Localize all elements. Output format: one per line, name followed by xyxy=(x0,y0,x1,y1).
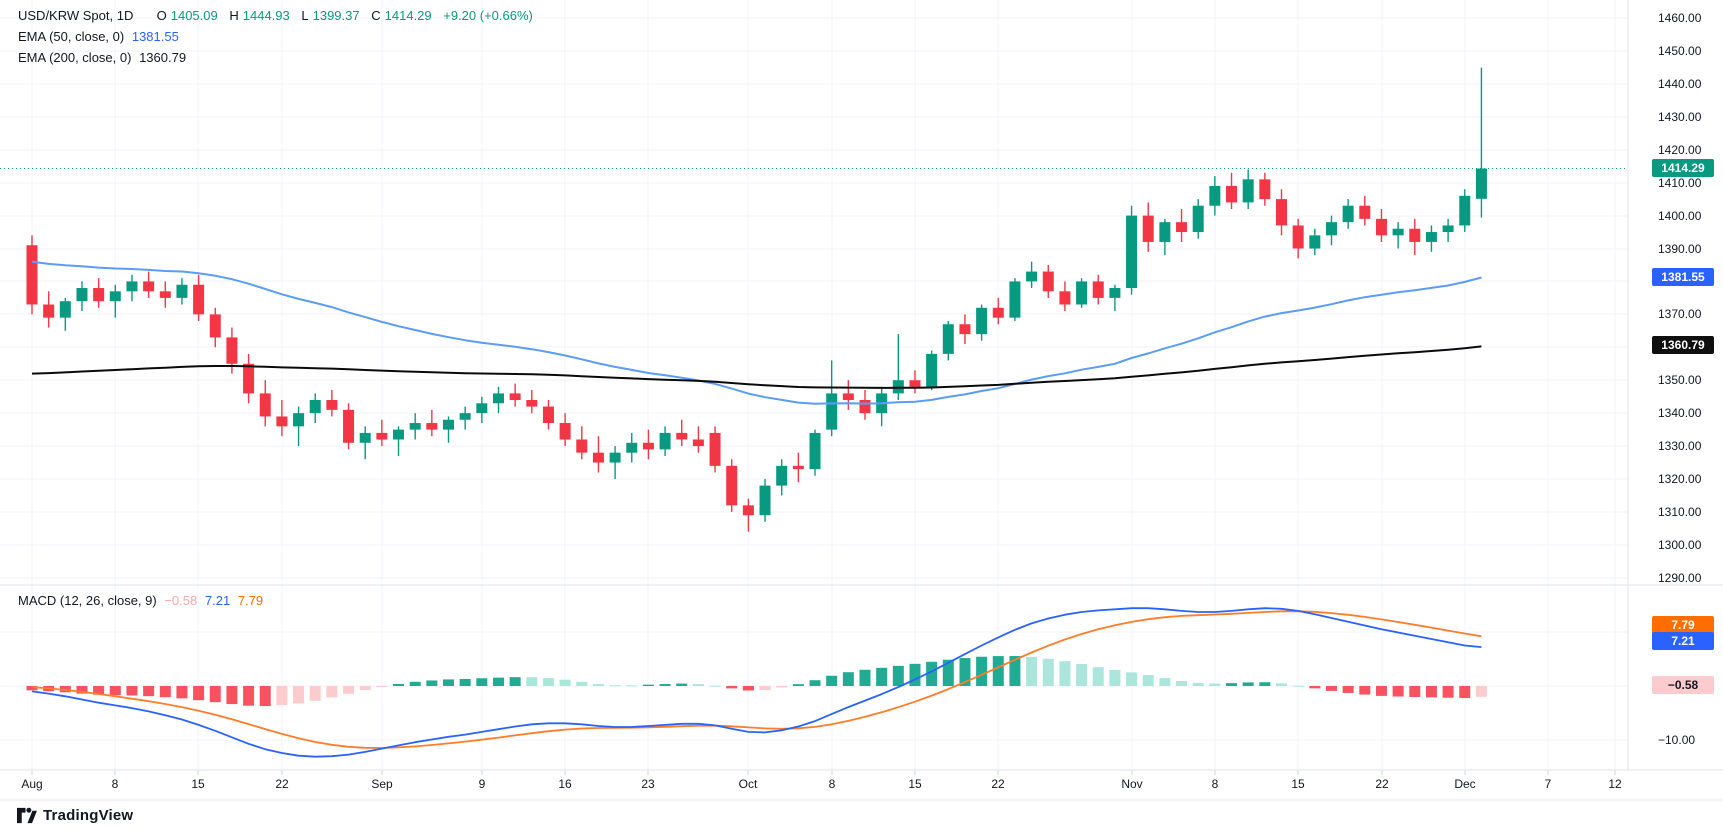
candles-layer xyxy=(26,67,1487,532)
ema200-legend[interactable]: EMA (200, close, 0) 1360.79 xyxy=(18,50,190,65)
ema50-legend[interactable]: EMA (50, close, 0) 1381.55 xyxy=(18,29,183,44)
macd-legend[interactable]: MACD (12, 26, close, 9) −0.58 7.21 7.79 xyxy=(18,593,267,608)
ohlc-open: O 1405.09 xyxy=(156,8,218,23)
ema200-value: 1360.79 xyxy=(139,50,187,65)
ema50-value: 1381.55 xyxy=(131,29,179,44)
tradingview-logo-text: TradingView xyxy=(43,807,134,824)
ema200-line xyxy=(31,345,1482,389)
ema50-label: EMA (50, close, 0) xyxy=(18,29,125,44)
macd-line-value: 7.21 xyxy=(204,593,231,608)
price-axis-scale[interactable] xyxy=(1628,0,1723,770)
change-value: +9.20 (+0.66%) xyxy=(443,8,533,23)
macd-hist-value: −0.58 xyxy=(164,593,198,608)
ema200-label: EMA (200, close, 0) xyxy=(18,50,132,65)
ohlc-high: H 1444.93 xyxy=(229,8,290,23)
tradingview-logo[interactable]: TradingView xyxy=(16,806,133,825)
symbol-title: USD/KRW Spot, 1D xyxy=(18,8,134,23)
symbol-legend[interactable]: USD/KRW Spot, 1D O 1405.09 H 1444.93 L 1399… xyxy=(18,8,537,23)
time-axis-scale[interactable] xyxy=(0,770,1723,800)
ohlc-low: L 1399.37 xyxy=(301,8,360,23)
tradingview-logo-icon xyxy=(16,806,37,825)
macd-histogram-layer xyxy=(26,656,1487,707)
ema50-line xyxy=(31,260,1482,405)
macd-signal-line xyxy=(31,610,1482,749)
macd-signal-value: 7.79 xyxy=(237,593,264,608)
ohlc-close: C 1414.29 xyxy=(371,8,432,23)
macd-title: MACD (12, 26, close, 9) xyxy=(18,593,157,608)
macd-main-line xyxy=(31,607,1482,758)
